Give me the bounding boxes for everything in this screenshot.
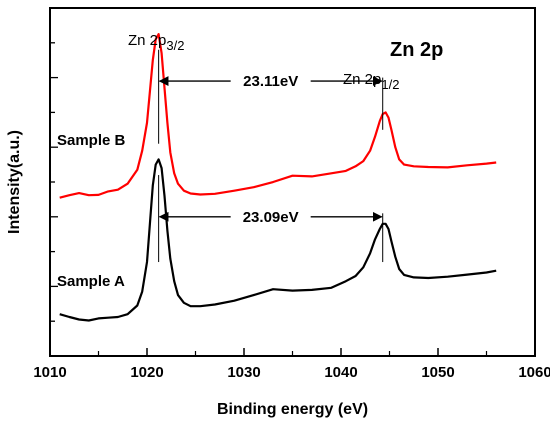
peak-label-zn2p32-subscript: 3/2: [166, 38, 184, 53]
series-line-sample-b: [59, 33, 497, 199]
x-tick-label: 1030: [227, 364, 260, 381]
chart-title: Zn 2p: [390, 39, 443, 61]
peak-label-zn2p32: Zn 2p3/2: [128, 32, 184, 53]
y-axis-title: Intensity(a.u.): [6, 130, 23, 234]
x-axis-title: Binding energy (eV): [217, 401, 368, 418]
x-tick-label: 1010: [33, 364, 66, 381]
plot-frame: [49, 7, 536, 357]
series-line-sample-a: [59, 158, 497, 322]
sample-b-label: Sample B: [57, 132, 126, 149]
peak-label-zn2p12-subscript: 1/2: [381, 77, 399, 92]
x-tick-label: 1020: [130, 364, 163, 381]
x-tick-label: 1060: [518, 364, 550, 381]
peak-label-zn2p12-main: Zn 2p: [343, 71, 381, 88]
sample-a-label: Sample A: [57, 273, 125, 290]
x-tick-label: 1040: [324, 364, 357, 381]
x-tick-label: 1050: [421, 364, 454, 381]
splitting-label: 23.09eV: [243, 209, 299, 226]
splitting-label: 23.11eV: [243, 73, 298, 90]
peak-label-zn2p12: Zn 2p1/2: [343, 71, 399, 92]
peak-label-zn2p32-main: Zn 2p: [128, 32, 166, 49]
